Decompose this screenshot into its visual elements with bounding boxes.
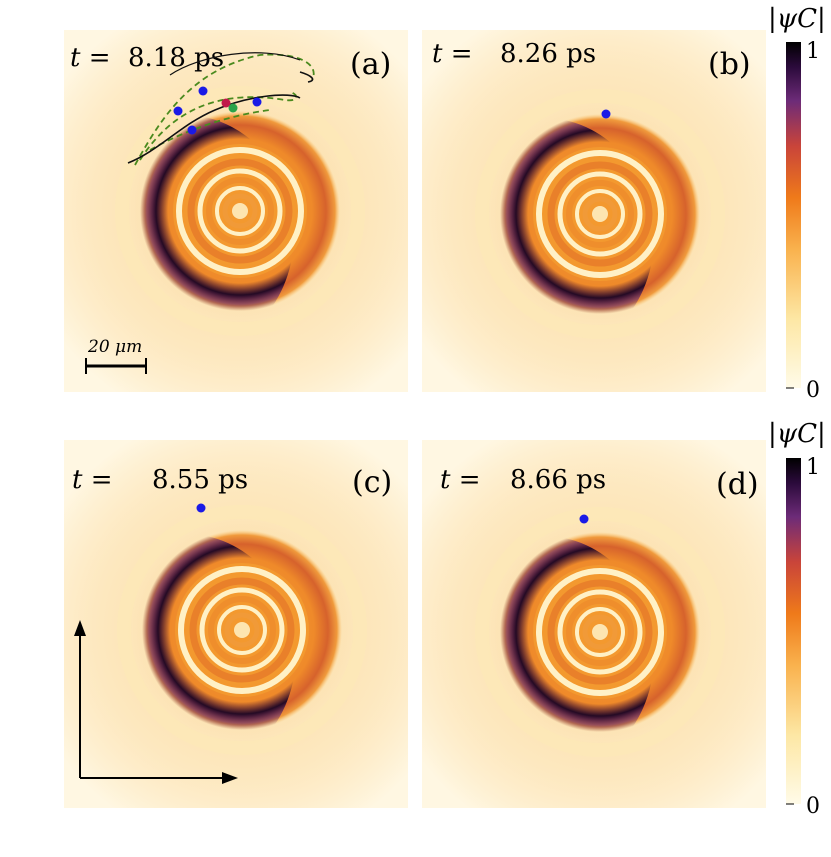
arrow-up-icon (74, 620, 86, 636)
vortex-dot (579, 514, 589, 524)
panel-c-letter: (c) (352, 465, 392, 500)
panel-c-time-value: 8.55 ps (152, 465, 248, 495)
colorbar-bottom-min: 0 (806, 794, 820, 819)
panel-c (64, 440, 408, 808)
panel-d (422, 440, 766, 808)
vortex-dot (221, 98, 231, 108)
colorbar-top: |ψC| 1 0 (768, 4, 826, 403)
panel-d-time-value: 8.66 ps (510, 465, 606, 495)
colorbar-top-min: 0 (806, 378, 820, 403)
vortex-dot (228, 103, 238, 113)
colorbar-top-label: |ψC| (768, 4, 826, 34)
vortex-dot (196, 503, 206, 513)
panel-c-time-prefix: t = (72, 465, 113, 495)
vortex-dot (252, 97, 262, 107)
colorbar-bottom: |ψC| 1 0 (768, 419, 826, 819)
panel-a-time-prefix: t = (70, 43, 111, 73)
panel-a-time-value: 8.18 ps (128, 43, 224, 73)
vortex-dot (198, 86, 208, 96)
panel-b (422, 30, 766, 392)
vortex-dot (601, 109, 611, 119)
trajectory-solid-3 (169, 52, 301, 76)
panel-b-time-prefix: t = (432, 39, 473, 69)
scale-bar-label: 20 μm (87, 337, 142, 357)
trajectories (127, 52, 315, 166)
scale-bar: 20 μm (85, 337, 147, 374)
panel-b-letter: (b) (708, 47, 751, 82)
panel-a-letter: (a) (350, 47, 391, 82)
axes-arrows (74, 620, 238, 784)
vortex-dot (187, 125, 197, 135)
panel-d-letter: (d) (716, 467, 759, 502)
panel-a-vortex-dots (173, 86, 262, 135)
panel-b-time-value: 8.26 ps (500, 39, 596, 69)
colorbar-bottom-label: |ψC| (768, 419, 826, 449)
trajectory-dashed-1 (134, 53, 315, 166)
trajectory-solid-1 (127, 94, 301, 164)
trajectory-solid-2 (299, 71, 314, 83)
panel-d-time-prefix: t = (440, 465, 481, 495)
panel-a (64, 30, 408, 392)
colorbar-top-max: 1 (806, 39, 820, 64)
vortex-dot (173, 106, 183, 116)
arrow-right-icon (222, 772, 238, 784)
colorbar-bottom-max: 1 (806, 455, 820, 480)
